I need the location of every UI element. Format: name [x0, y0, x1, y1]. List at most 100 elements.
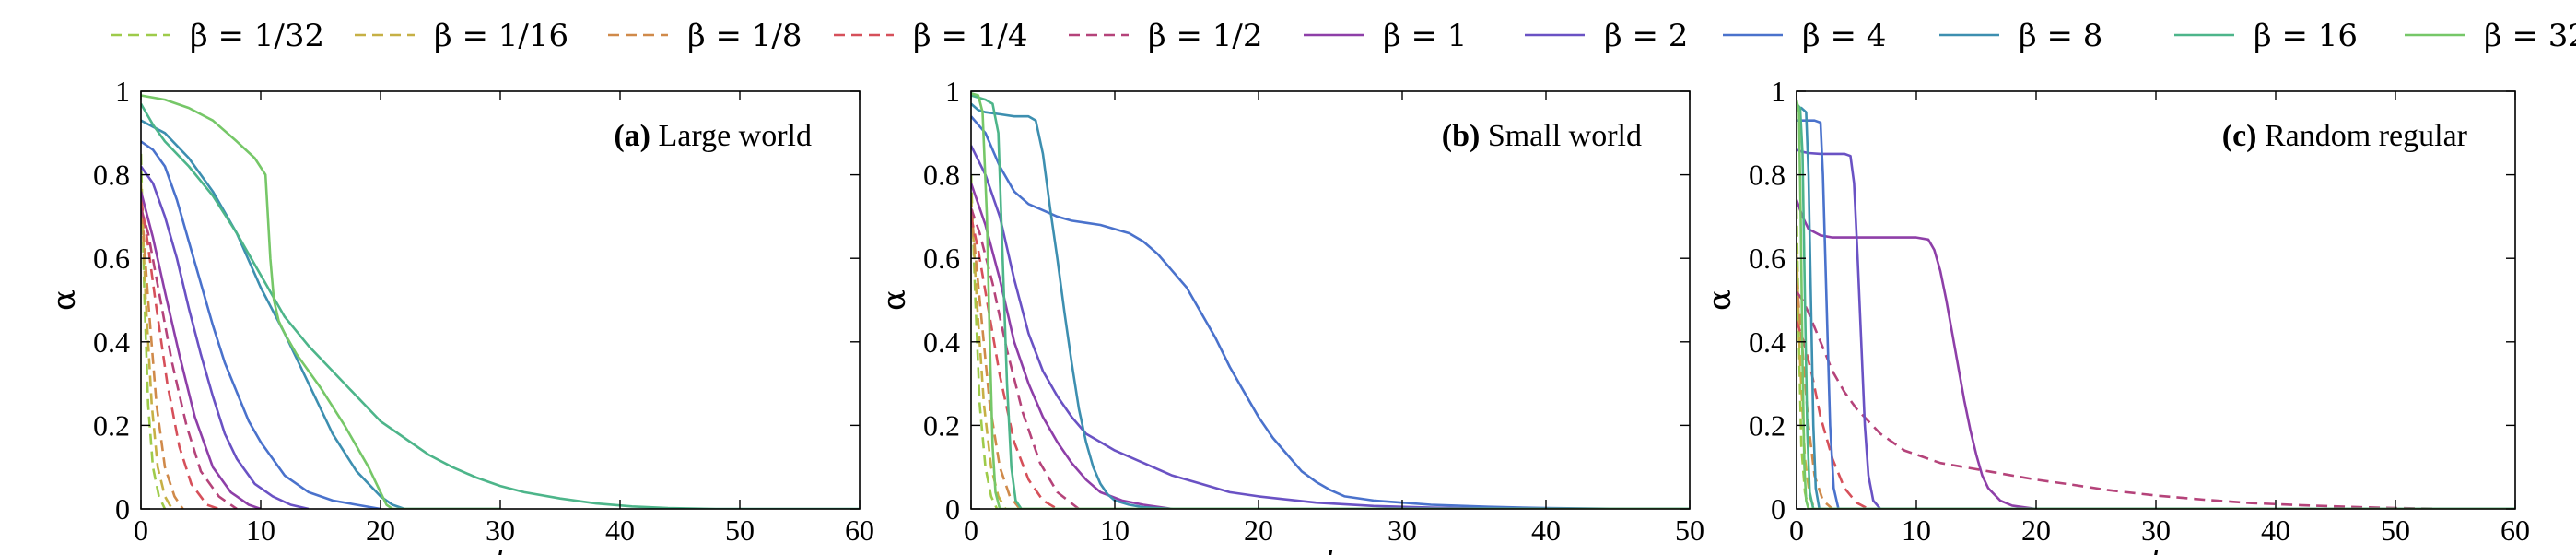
series-line	[141, 140, 381, 509]
legend-label: β = 1/2	[1148, 18, 1262, 54]
y-tick-label: 0	[945, 492, 960, 525]
legend-item: β = 2	[1525, 18, 1688, 54]
legend-label: β = 8	[2019, 18, 2102, 54]
series-line	[1797, 148, 2515, 509]
x-tick-label: 50	[1675, 514, 1704, 547]
series-line	[141, 199, 219, 509]
series-line	[971, 115, 1690, 509]
series-line	[971, 207, 1080, 509]
series-line	[1797, 290, 2515, 509]
panel-title: (c) Random regular	[2222, 119, 2468, 153]
series-line	[971, 174, 999, 509]
panel-title-text: Small world	[1480, 119, 1642, 153]
legend-label: β = 4	[1802, 18, 1886, 54]
series-line	[141, 183, 173, 509]
y-tick-label: 1	[1771, 75, 1786, 108]
x-tick-label: 0	[1789, 514, 1804, 547]
x-tick-label: 30	[2141, 514, 2171, 547]
y-axis-label: α	[1702, 289, 1739, 311]
series-line	[971, 195, 1007, 509]
x-tick-label: 40	[1531, 514, 1561, 547]
series-line	[971, 183, 1173, 509]
legend-item: β = 1/4	[834, 18, 1027, 54]
y-tick-label: 0	[1771, 492, 1786, 525]
series-line	[1797, 102, 2515, 509]
legend-label: β = 1/4	[913, 18, 1027, 54]
y-tick-label: 0.6	[1749, 242, 1786, 275]
legend-item: β = 1/16	[355, 18, 568, 54]
legend-label: β = 1/32	[190, 18, 324, 54]
y-tick-label: 0	[115, 492, 130, 525]
y-tick-label: 0.2	[93, 408, 130, 442]
x-axis-label: t	[1324, 543, 1337, 555]
series-line	[141, 191, 262, 509]
y-tick-label: 0.4	[1749, 325, 1786, 359]
x-tick-label: 40	[605, 514, 635, 547]
y-tick-label: 0.2	[1749, 408, 1786, 442]
y-tick-label: 0.8	[1749, 159, 1786, 192]
x-tick-label: 0	[964, 514, 978, 547]
series-line	[141, 153, 167, 509]
x-tick-label: 40	[2261, 514, 2290, 547]
legend-item: β = 8	[1939, 18, 2102, 54]
y-tick-label: 0.4	[93, 325, 130, 359]
x-tick-label: 60	[845, 514, 874, 547]
series-line	[971, 92, 1690, 509]
legend-item: β = 1/32	[111, 18, 324, 54]
panel-title-text: Random regular	[2257, 119, 2468, 153]
chart-panel: 0 10 20 30 40 50 60 0 0.2 0.4 0.6 0.8 1 α t (c) Random …	[1702, 75, 2530, 555]
series-line	[1797, 106, 2515, 509]
series-line	[1797, 199, 2515, 509]
legend-label: β = 1/16	[434, 18, 568, 54]
plot-frame	[1796, 90, 2516, 510]
x-tick-label: 30	[486, 514, 515, 547]
legend-item: β = 1	[1304, 18, 1467, 54]
x-tick-label: 10	[1100, 514, 1130, 547]
chart-panel: 0 10 20 30 40 50 60 0 0.2 0.4 0.6 0.8 1 α t (a) Large w…	[46, 75, 874, 555]
series-line	[141, 207, 238, 509]
legend: β = 1/32 β = 1/16 β = 1/8 β = 1/4 β = 1/2 β =…	[111, 18, 2576, 54]
series-line	[971, 216, 1059, 509]
plot-frame	[970, 90, 1691, 510]
legend-label: β = 32	[2484, 18, 2576, 54]
chart-panel: 0 10 20 30 40 50 0 0.2 0.4 0.6 0.8 1 α t (b) Small wor…	[876, 75, 1704, 555]
panel-title: (a) Large world	[614, 119, 812, 153]
panel-title: (b) Small world	[1442, 119, 1642, 153]
series-line	[141, 94, 500, 509]
x-tick-label: 50	[2381, 514, 2410, 547]
legend-item: β = 32	[2405, 18, 2576, 54]
series-line	[141, 119, 500, 509]
series-group	[971, 92, 1690, 509]
legend-item: β = 1/2	[1069, 18, 1262, 54]
x-tick-label: 10	[246, 514, 275, 547]
y-axis-label: α	[46, 289, 83, 311]
x-tick-label: 50	[725, 514, 755, 547]
series-line	[141, 102, 860, 509]
y-tick-label: 0.2	[923, 408, 960, 442]
panel-title-text: Large world	[650, 119, 812, 153]
series-line	[971, 145, 1690, 509]
y-tick-label: 0.4	[923, 325, 960, 359]
x-tick-label: 60	[2500, 514, 2530, 547]
legend-label: β = 1/8	[687, 18, 802, 54]
legend-label: β = 2	[1604, 18, 1688, 54]
series-group	[141, 94, 860, 509]
y-tick-label: 1	[115, 75, 130, 108]
series-line	[971, 94, 1690, 509]
x-tick-label: 20	[366, 514, 395, 547]
legend-label: β = 1	[1383, 18, 1467, 54]
panel-title-tag: (c)	[2222, 119, 2257, 153]
y-tick-label: 0.6	[93, 242, 130, 275]
legend-item: β = 4	[1723, 18, 1886, 54]
legend-label: β = 16	[2254, 18, 2358, 54]
x-tick-label: 0	[134, 514, 148, 547]
series-line	[971, 207, 1022, 509]
x-axis-label: t	[2149, 543, 2162, 555]
y-tick-label: 0.8	[93, 159, 130, 192]
legend-item: β = 16	[2174, 18, 2358, 54]
legend-item: β = 1/8	[608, 18, 802, 54]
series-line	[1797, 99, 2515, 509]
series-group	[1797, 99, 2515, 509]
